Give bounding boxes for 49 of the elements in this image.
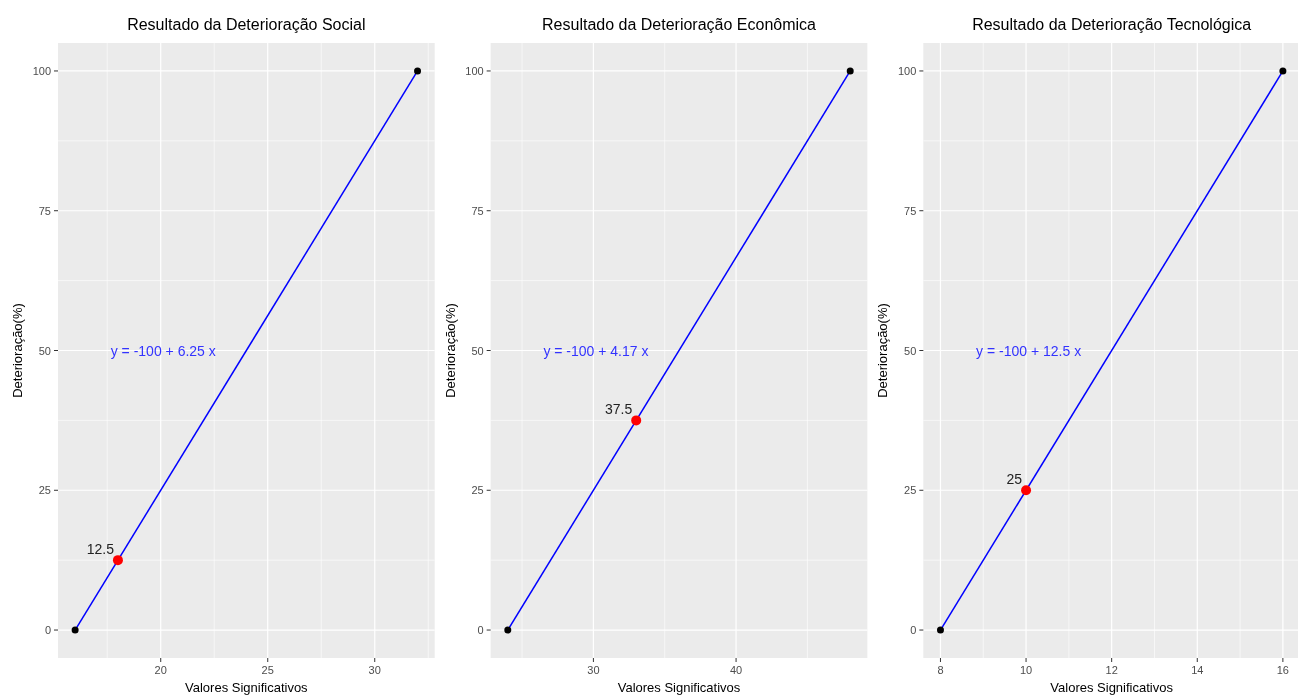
point bbox=[1279, 67, 1287, 75]
x-axis-title: Valores Significativos bbox=[1050, 680, 1174, 695]
chart-title: Resultado da Deterioração Social bbox=[127, 16, 366, 33]
point bbox=[112, 555, 123, 566]
x-tick-label: 40 bbox=[729, 664, 743, 676]
y-tick-label: 75 bbox=[38, 204, 51, 217]
annotation: y = -100 + 4.17 x bbox=[543, 342, 649, 359]
y-tick-label: 100 bbox=[32, 64, 51, 77]
x-tick-label: 25 bbox=[261, 664, 274, 676]
y-tick-label: 25 bbox=[471, 484, 484, 497]
x-tick-label: 20 bbox=[154, 664, 167, 676]
y-tick-label: 75 bbox=[471, 204, 484, 217]
x-tick-label: 12 bbox=[1105, 664, 1118, 676]
point bbox=[846, 67, 854, 75]
x-tick-label: 14 bbox=[1191, 664, 1204, 676]
y-tick-label: 50 bbox=[38, 344, 51, 357]
y-tick-label: 75 bbox=[904, 204, 917, 217]
x-tick-label: 16 bbox=[1276, 664, 1289, 676]
y-tick-label: 0 bbox=[44, 624, 51, 637]
data-label: 37.5 bbox=[604, 401, 633, 418]
annotation: y = -100 + 12.5 x bbox=[976, 342, 1082, 359]
y-tick-label: 25 bbox=[38, 484, 51, 497]
y-tick-label: 50 bbox=[904, 344, 917, 357]
annotation: y = -100 + 6.25 x bbox=[110, 342, 216, 359]
y-axis-title: Deterioração(%) bbox=[442, 303, 458, 398]
data-label: 12.5 bbox=[86, 541, 115, 558]
chart-title: Resultado da Deterioração Econômica bbox=[542, 16, 817, 33]
data-label: 25 bbox=[1006, 471, 1023, 488]
x-axis-title: Valores Significativos bbox=[185, 680, 309, 695]
x-tick-label: 30 bbox=[587, 664, 600, 676]
x-tick-label: 30 bbox=[368, 664, 381, 676]
x-axis-title: Valores Significativos bbox=[617, 680, 741, 695]
y-axis-title: Deterioração(%) bbox=[10, 303, 25, 398]
y-tick-label: 0 bbox=[477, 624, 484, 637]
y-axis-title: Deterioração(%) bbox=[875, 303, 891, 398]
x-tick-label: 10 bbox=[1019, 664, 1033, 676]
y-tick-label: 25 bbox=[904, 484, 917, 497]
point bbox=[936, 626, 944, 634]
point bbox=[631, 415, 642, 426]
point bbox=[71, 626, 79, 634]
chart-title: Resultado da Deterioração Tecnológica bbox=[972, 16, 1252, 33]
y-tick-label: 100 bbox=[897, 64, 917, 77]
y-tick-label: 0 bbox=[910, 624, 917, 637]
point bbox=[504, 626, 512, 634]
x-tick-label: 8 bbox=[937, 664, 944, 676]
y-tick-label: 50 bbox=[471, 344, 484, 357]
point bbox=[1021, 485, 1032, 496]
y-tick-label: 100 bbox=[465, 64, 484, 77]
point bbox=[414, 67, 422, 75]
